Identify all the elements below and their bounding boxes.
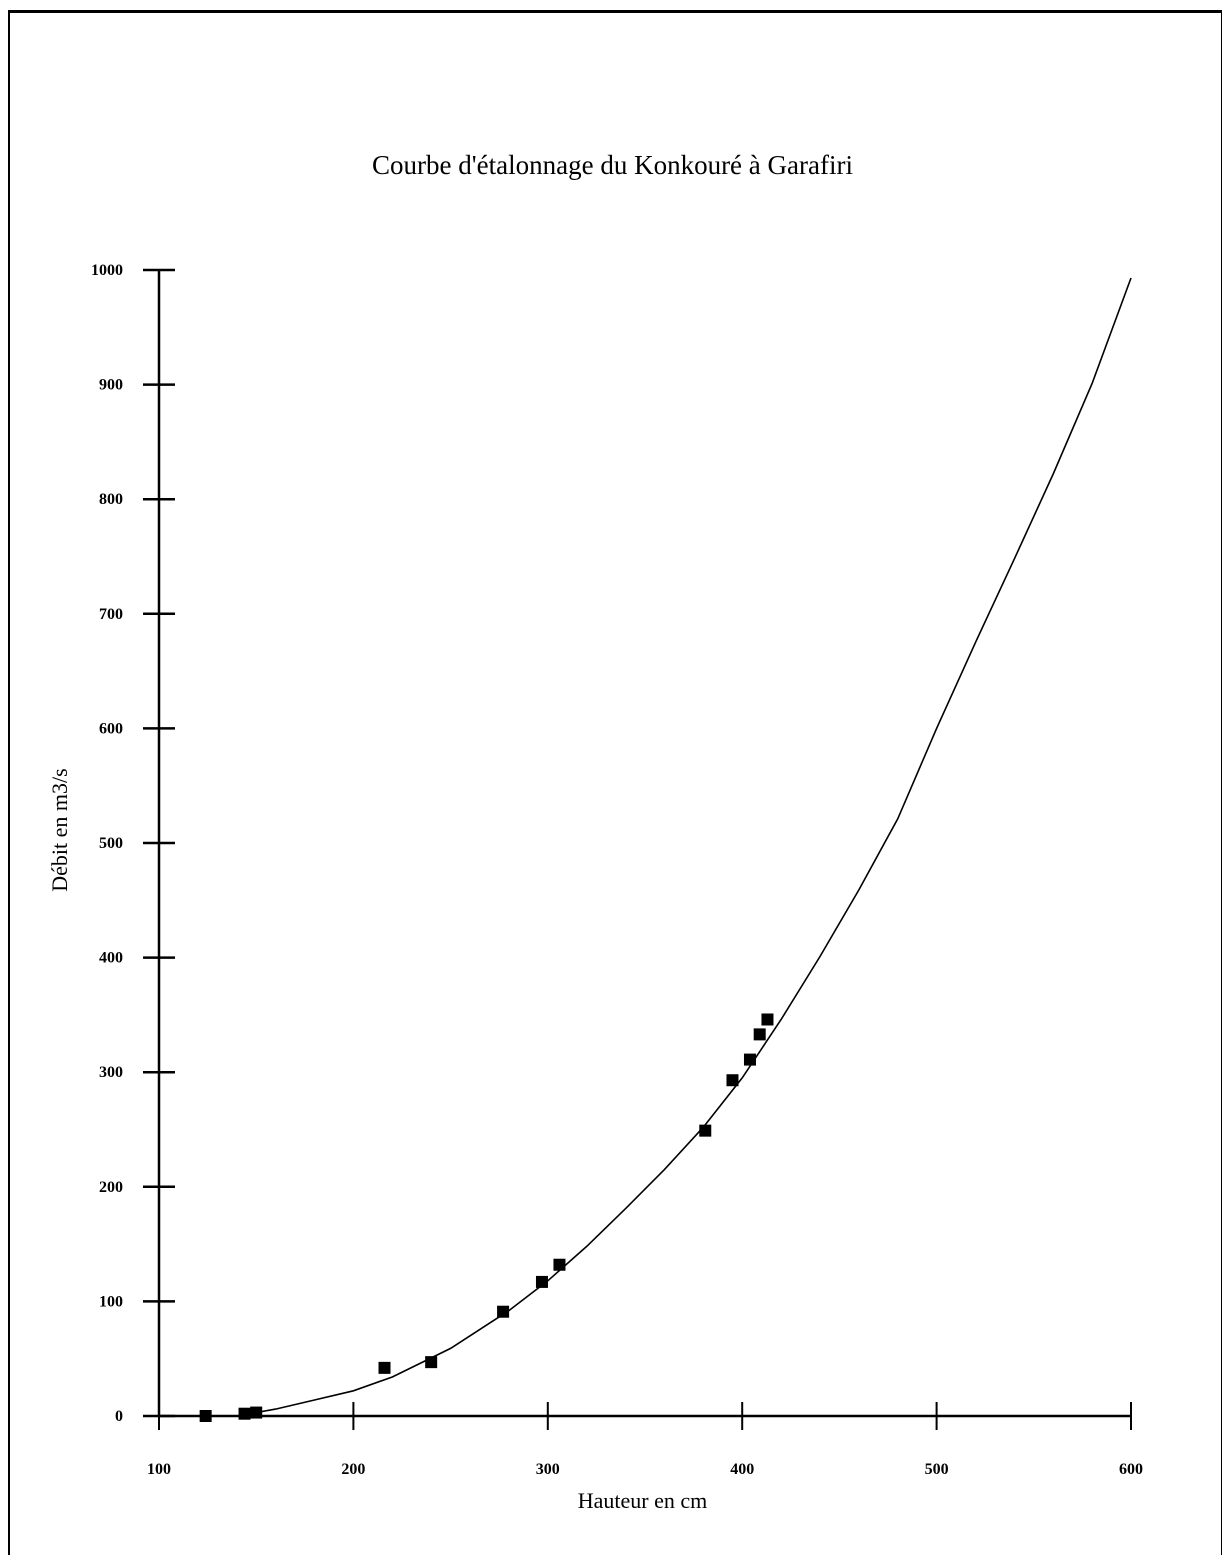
y-tick-label-700: 700 bbox=[99, 606, 123, 623]
y-tick-label-300: 300 bbox=[99, 1064, 123, 1081]
fit-curve-layer bbox=[205, 277, 1132, 1417]
y-tick-label-1000: 1000 bbox=[91, 262, 123, 279]
x-tick-label-300: 300 bbox=[536, 1461, 560, 1478]
data-point-3 bbox=[378, 1361, 391, 1374]
y-tick-label-600: 600 bbox=[99, 720, 123, 737]
data-point-9 bbox=[726, 1074, 739, 1087]
data-point-11 bbox=[753, 1028, 766, 1041]
data-point-4 bbox=[425, 1356, 438, 1369]
x-tick-label-200: 200 bbox=[341, 1461, 365, 1478]
y-axis-label: Débit en m3/s bbox=[47, 768, 72, 892]
axes bbox=[157, 270, 1131, 1418]
data-point-0 bbox=[199, 1410, 212, 1422]
x-tick-label-600: 600 bbox=[1119, 1461, 1143, 1478]
y-tick-label-800: 800 bbox=[99, 491, 123, 508]
y-tick-label-100: 100 bbox=[99, 1293, 123, 1310]
x-tick-label-100: 100 bbox=[147, 1461, 171, 1478]
data-point-2 bbox=[250, 1406, 263, 1419]
y-tick-label-500: 500 bbox=[99, 835, 123, 852]
y-tick-label-0: 0 bbox=[115, 1408, 123, 1425]
data-point-8 bbox=[699, 1124, 712, 1137]
y-tick-label-400: 400 bbox=[99, 950, 123, 967]
data-point-12 bbox=[761, 1013, 774, 1026]
x-tick-label-400: 400 bbox=[730, 1461, 754, 1478]
data-point-7 bbox=[553, 1258, 566, 1271]
data-points bbox=[199, 1013, 774, 1422]
chart-title: Courbe d'étalonnage du Konkouré à Garafi… bbox=[372, 150, 853, 180]
fit-curve-line bbox=[205, 277, 1132, 1417]
chart-frame bbox=[8, 10, 1222, 1555]
y-tick-label-900: 900 bbox=[99, 377, 123, 394]
data-point-6 bbox=[535, 1275, 548, 1288]
x-tick-label-500: 500 bbox=[925, 1461, 949, 1478]
data-point-5 bbox=[497, 1305, 510, 1318]
data-point-10 bbox=[743, 1053, 756, 1066]
y-tick-label-200: 200 bbox=[99, 1179, 123, 1196]
x-axis-label: Hauteur en cm bbox=[577, 1488, 708, 1513]
tick-marks: 0 100 200 300 400 500 600 700 800 900 1000 100 200 30… bbox=[91, 262, 1143, 1478]
data-point-1 bbox=[238, 1407, 251, 1420]
